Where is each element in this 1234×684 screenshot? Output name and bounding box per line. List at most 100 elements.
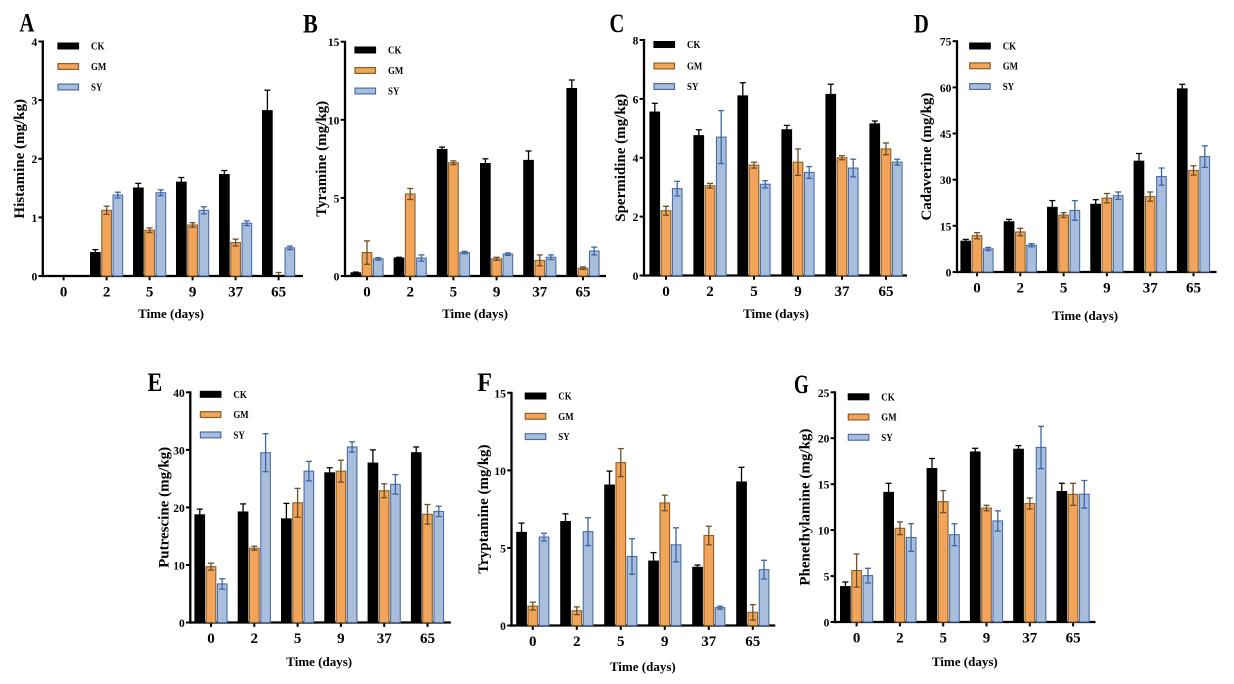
svg-text:10: 10 xyxy=(173,561,185,573)
svg-text:20: 20 xyxy=(173,503,185,515)
svg-text:0: 0 xyxy=(633,271,639,283)
svg-text:E: E xyxy=(148,368,163,397)
svg-text:2: 2 xyxy=(103,285,111,301)
svg-text:GM: GM xyxy=(388,66,403,77)
svg-text:30: 30 xyxy=(173,445,185,457)
svg-text:9: 9 xyxy=(794,284,802,300)
svg-text:2: 2 xyxy=(251,631,259,647)
svg-text:65: 65 xyxy=(271,285,286,301)
svg-text:10: 10 xyxy=(328,115,340,127)
svg-text:37: 37 xyxy=(228,285,244,301)
svg-text:5: 5 xyxy=(750,284,758,300)
svg-text:Time (days): Time (days) xyxy=(743,306,809,321)
svg-text:9: 9 xyxy=(189,285,197,301)
svg-text:Tyramine (mg/kg): Tyramine (mg/kg) xyxy=(314,101,330,217)
svg-text:65: 65 xyxy=(745,634,760,650)
svg-text:SY: SY xyxy=(233,430,245,441)
svg-text:0: 0 xyxy=(973,281,981,297)
svg-text:0: 0 xyxy=(946,268,952,280)
svg-text:2: 2 xyxy=(31,154,37,166)
svg-text:5: 5 xyxy=(939,631,947,647)
svg-text:5: 5 xyxy=(500,543,506,555)
svg-text:65: 65 xyxy=(576,285,591,301)
svg-text:2: 2 xyxy=(633,212,639,224)
svg-text:65: 65 xyxy=(1186,281,1201,297)
svg-text:G: G xyxy=(794,370,809,399)
svg-text:30: 30 xyxy=(940,175,952,187)
svg-text:Tryptamine (mg/kg): Tryptamine (mg/kg) xyxy=(476,444,492,573)
svg-text:3: 3 xyxy=(31,96,37,108)
svg-text:65: 65 xyxy=(879,284,894,300)
svg-text:15: 15 xyxy=(494,388,506,400)
svg-text:Phenethylamine (mg/kg): Phenethylamine (mg/kg) xyxy=(797,429,813,586)
svg-text:9: 9 xyxy=(1103,281,1111,297)
svg-text:SY: SY xyxy=(881,433,893,444)
svg-text:B: B xyxy=(303,10,318,39)
svg-text:CK: CK xyxy=(558,392,572,403)
svg-text:5: 5 xyxy=(146,285,154,301)
svg-text:8: 8 xyxy=(633,36,639,48)
svg-text:37: 37 xyxy=(701,634,717,650)
svg-text:Time (days): Time (days) xyxy=(1052,308,1118,323)
svg-text:CK: CK xyxy=(91,42,105,53)
svg-text:0: 0 xyxy=(207,631,215,647)
svg-text:C: C xyxy=(610,9,625,38)
svg-text:10: 10 xyxy=(818,526,830,538)
svg-text:0: 0 xyxy=(363,285,371,301)
svg-text:9: 9 xyxy=(661,634,669,650)
svg-text:A: A xyxy=(20,9,35,38)
svg-text:0: 0 xyxy=(853,631,861,647)
svg-text:SY: SY xyxy=(558,432,570,443)
svg-text:CK: CK xyxy=(388,46,402,57)
svg-text:9: 9 xyxy=(337,631,345,647)
svg-text:65: 65 xyxy=(420,631,435,647)
svg-text:60: 60 xyxy=(940,83,952,95)
svg-text:0: 0 xyxy=(179,618,185,630)
svg-text:15: 15 xyxy=(818,480,830,492)
svg-text:GM: GM xyxy=(687,62,702,73)
svg-text:25: 25 xyxy=(818,388,830,400)
svg-text:37: 37 xyxy=(532,285,548,301)
svg-text:SY: SY xyxy=(687,82,699,93)
svg-text:CK: CK xyxy=(881,392,895,403)
svg-text:37: 37 xyxy=(835,284,851,300)
svg-text:GM: GM xyxy=(91,62,106,73)
svg-text:Time (days): Time (days) xyxy=(442,306,508,321)
svg-text:2: 2 xyxy=(406,285,414,301)
svg-text:CK: CK xyxy=(233,390,247,401)
svg-text:Spermidine (mg/kg): Spermidine (mg/kg) xyxy=(613,94,629,222)
svg-text:37: 37 xyxy=(377,631,393,647)
svg-text:2: 2 xyxy=(1017,281,1025,297)
svg-text:2: 2 xyxy=(896,631,904,647)
svg-text:GM: GM xyxy=(558,412,573,423)
svg-text:0: 0 xyxy=(529,634,537,650)
svg-text:Histamine (mg/kg): Histamine (mg/kg) xyxy=(12,99,28,219)
svg-text:0: 0 xyxy=(662,284,670,300)
svg-text:5: 5 xyxy=(1060,281,1068,297)
svg-text:Putrescine (mg/kg): Putrescine (mg/kg) xyxy=(157,447,173,568)
svg-text:Time (days): Time (days) xyxy=(610,659,676,674)
svg-text:GM: GM xyxy=(1003,61,1018,72)
svg-text:Time (days): Time (days) xyxy=(138,306,204,321)
svg-text:SY: SY xyxy=(388,87,400,98)
svg-text:4: 4 xyxy=(633,153,639,165)
svg-text:65: 65 xyxy=(1066,631,1081,647)
svg-text:15: 15 xyxy=(940,221,952,233)
svg-text:SY: SY xyxy=(1003,82,1015,93)
svg-text:0: 0 xyxy=(334,272,340,284)
svg-text:Time (days): Time (days) xyxy=(286,654,352,669)
svg-text:Time (days): Time (days) xyxy=(932,654,998,669)
svg-text:37: 37 xyxy=(1022,631,1038,647)
svg-text:CK: CK xyxy=(687,40,701,51)
svg-text:CK: CK xyxy=(1003,42,1017,53)
svg-text:Cadaverine (mg/kg): Cadaverine (mg/kg) xyxy=(919,93,935,221)
svg-text:9: 9 xyxy=(983,631,991,647)
svg-text:F: F xyxy=(477,368,492,397)
svg-text:5: 5 xyxy=(824,572,830,584)
svg-text:0: 0 xyxy=(500,621,506,633)
svg-text:5: 5 xyxy=(617,634,625,650)
svg-text:10: 10 xyxy=(494,466,506,478)
svg-text:40: 40 xyxy=(173,388,185,400)
svg-text:15: 15 xyxy=(328,37,340,49)
svg-text:9: 9 xyxy=(493,285,501,301)
